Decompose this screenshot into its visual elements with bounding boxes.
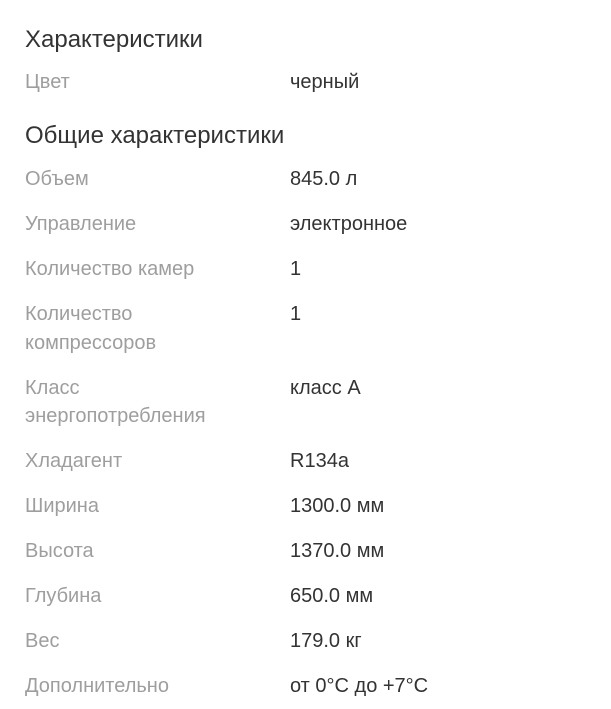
spec-row: Высота 1370.0 мм [25,529,611,574]
spec-label: Хладагент [25,450,123,472]
spec-label: Управление [25,213,137,235]
spec-label: Объем [25,168,89,190]
spec-row: Количество компрессоров 1 [25,292,611,366]
spec-row: Управление электронное [25,202,611,247]
spec-row-color: Цвет черный [25,60,611,105]
spec-value: 1 [290,303,302,325]
spec-label: Дополнительно [25,675,169,697]
spec-row: Ширина 1300.0 мм [25,484,611,529]
spec-row: Количество камер 1 [25,247,611,292]
spec-value: электронное [290,213,408,235]
spec-value: R134a [290,450,349,472]
spec-value: от 0°C до +7°C [290,675,429,697]
spec-value: класс A [290,376,361,399]
spec-row: Хладагент R134a [25,439,611,484]
spec-row: Класс энергопотребления класс A [25,366,611,440]
spec-value: 179.0 кг [290,630,362,652]
spec-label: Количество камер [25,258,195,280]
spec-label: Высота [25,540,94,562]
spec-value: 1 [290,258,302,280]
section-title-characteristics: Характеристики [25,26,203,53]
spec-label: Глубина [25,585,102,607]
spec-label: Класс энергопотребления [25,376,206,428]
spec-value: 1300.0 мм [290,495,385,517]
spec-value: 1370.0 мм [290,540,385,562]
general-spec-list: Объем 845.0 л Управление электронное Количес… [25,157,611,709]
spec-label: Количество компрессоров [25,303,157,354]
spec-row: Дополнительно от 0°C до +7°C [25,664,611,709]
section-title-general: Общие характеристики [25,122,285,149]
spec-value: черный [290,71,360,93]
spec-label: Ширина [25,495,99,517]
spec-label: Цвет [25,71,70,93]
spec-value: 845.0 л [290,168,358,190]
spec-row: Глубина 650.0 мм [25,574,611,619]
spec-row: Вес 179.0 кг [25,619,611,664]
spec-row: Объем 845.0 л [25,157,611,202]
spec-label: Вес [25,630,60,652]
spec-value: 650.0 мм [290,585,374,607]
